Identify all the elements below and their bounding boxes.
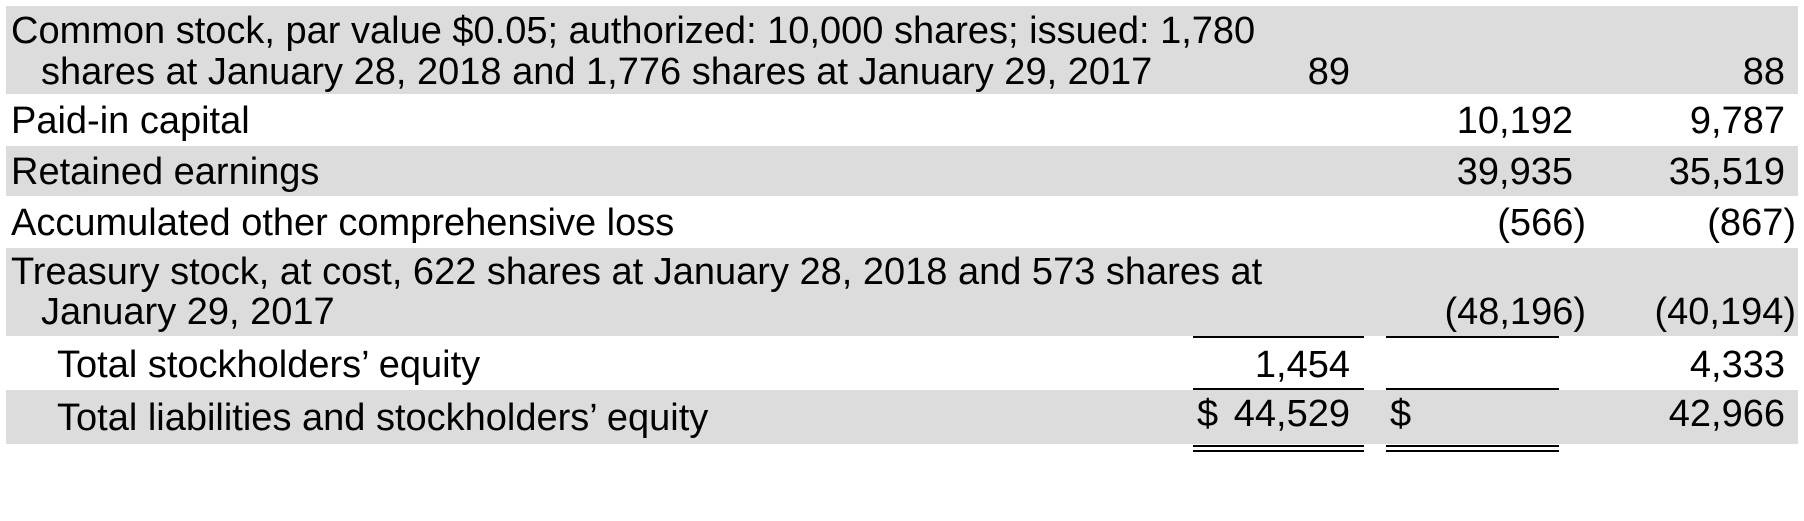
value-2017: 42,966: [1668, 393, 1785, 435]
double-rule-bottom-2017: [1386, 450, 1559, 452]
currency-symbol-2017: $: [1390, 393, 1412, 435]
row-label-line-1: Common stock, par value $0.05; authorize…: [11, 10, 1256, 52]
value-2017: (867): [1707, 202, 1796, 244]
table-row-treasury-stock: Treasury stock, at cost, 622 shares at J…: [6, 248, 1798, 336]
row-label: Total stockholders’ equity: [57, 344, 481, 386]
value-2018: 44,529: [1233, 393, 1350, 435]
row-label-line-2: January 29, 2017: [41, 291, 335, 333]
subtotal-rule-2018: [1193, 336, 1364, 338]
table-row-paid-in-capital: Paid-in capital 10,192 9,787: [6, 95, 1798, 145]
total-rule-2018: [1193, 388, 1364, 390]
value-2017: (40,194): [1654, 291, 1796, 333]
table-row-total-liabilities-and-equity: Total liabilities and stockholders’ equi…: [6, 390, 1798, 444]
row-label-line-2: shares at January 28, 2018 and 1,776 sha…: [41, 51, 1153, 93]
value-2017: 4,333: [1689, 344, 1785, 386]
value-2018: 39,935: [1456, 151, 1573, 193]
row-label-line-1: Treasury stock, at cost, 622 shares at J…: [11, 251, 1263, 293]
value-2018: 10,192: [1456, 100, 1573, 142]
double-rule-top-2017: [1386, 445, 1559, 447]
currency-symbol-2018: $: [1197, 393, 1219, 435]
subtotal-rule-2017: [1386, 336, 1559, 338]
total-rule-2017: [1386, 388, 1559, 390]
double-rule-bottom-2018: [1193, 450, 1364, 452]
double-rule-top-2018: [1193, 445, 1364, 447]
table-row-common-stock: Common stock, par value $0.05; authorize…: [6, 6, 1798, 94]
table-row-total-stockholders-equity: Total stockholders’ equity 1,454 4,333: [6, 339, 1798, 389]
value-2018: 1,454: [1254, 344, 1350, 386]
table-row-retained-earnings: Retained earnings 39,935 35,519: [6, 146, 1798, 196]
value-2017: 9,787: [1689, 100, 1785, 142]
row-label: Accumulated other comprehensive loss: [11, 202, 675, 244]
value-2018: 89: [1307, 51, 1350, 93]
value-2017: 35,519: [1668, 151, 1785, 193]
table-row-accumulated-other-comprehensive-loss: Accumulated other comprehensive loss (56…: [6, 197, 1798, 247]
value-2018: (48,196): [1444, 291, 1586, 333]
value-2017: 88: [1742, 51, 1785, 93]
row-label: Retained earnings: [11, 151, 320, 193]
row-label: Total liabilities and stockholders’ equi…: [57, 397, 709, 439]
value-2018: (566): [1497, 202, 1586, 244]
row-label: Paid-in capital: [11, 100, 250, 142]
